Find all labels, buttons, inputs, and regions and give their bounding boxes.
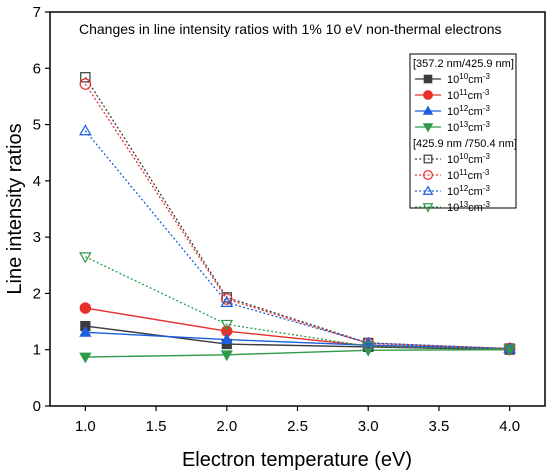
legend-circle-marker bbox=[423, 90, 433, 100]
x-tick-label: 1.5 bbox=[146, 418, 167, 435]
y-tick-label: 3 bbox=[33, 229, 41, 246]
legend-entry-label: 1012cm-3 bbox=[447, 104, 490, 118]
open-circle-marker bbox=[220, 293, 233, 305]
filled-circle-marker bbox=[79, 302, 92, 314]
filled-triangle-down-marker bbox=[220, 350, 233, 362]
legend-entry-label: 1012cm-3 bbox=[447, 184, 490, 198]
open-triangle-up-marker bbox=[79, 124, 92, 136]
legend-entry-label: 1010cm-3 bbox=[447, 152, 490, 166]
x-tick-label: 2.5 bbox=[287, 418, 308, 435]
dotted-series-line bbox=[84, 83, 510, 350]
legend-triangle-down-marker bbox=[422, 203, 434, 213]
open-triangle-up-marker bbox=[220, 295, 234, 308]
legend-entry-label: 1013cm-3 bbox=[447, 200, 490, 214]
filled-triangle-up-marker bbox=[220, 333, 233, 345]
legend-circle-marker bbox=[423, 170, 434, 181]
y-tick-label: 6 bbox=[33, 60, 41, 77]
x-tick-label: 2.0 bbox=[216, 418, 237, 435]
open-square-marker bbox=[80, 72, 91, 83]
solid-series-line bbox=[85, 349, 510, 358]
x-tick-label: 3.5 bbox=[428, 418, 449, 435]
dotted-series-line bbox=[84, 76, 510, 350]
open-triangle-down-marker bbox=[503, 344, 516, 356]
filled-triangle-up-marker bbox=[79, 325, 92, 337]
open-circle-marker bbox=[79, 78, 92, 90]
y-tick-label: 4 bbox=[33, 173, 41, 190]
x-tick-label: 1.0 bbox=[75, 418, 96, 435]
dotted-series-line bbox=[84, 130, 510, 350]
open-triangle-down-marker bbox=[220, 319, 234, 331]
legend-triangle-up-marker bbox=[422, 105, 434, 115]
y-axis-title: Line intensity ratios bbox=[4, 123, 26, 294]
x-axis-title: Electron temperature (eV) bbox=[182, 449, 412, 471]
y-tick-label: 5 bbox=[33, 117, 41, 134]
series-lines bbox=[84, 76, 510, 358]
series-markers bbox=[79, 72, 516, 364]
open-triangle-up-marker bbox=[503, 342, 516, 354]
solid-series-line bbox=[85, 331, 510, 350]
legend-triangle-up-marker bbox=[422, 185, 434, 195]
legend-square-marker bbox=[423, 154, 433, 164]
y-tick-label: 7 bbox=[33, 4, 41, 21]
y-tick-label: 2 bbox=[33, 285, 41, 302]
x-tick-label: 4.0 bbox=[499, 418, 520, 435]
legend: [357.2 nm/425.9 nm] 1010cm-3 1011cm-3 1012c… bbox=[409, 53, 517, 214]
y-tick-label: 0 bbox=[33, 398, 41, 415]
y-tick-label: 1 bbox=[33, 342, 41, 359]
chart-title: Changes in line intensity ratios with 1%… bbox=[79, 21, 502, 37]
axis-ticks: 1.0 1.5 2.0 2.5 3.0 3.5 4.0 0 1 2 3 4 5 6 7 bbox=[33, 4, 520, 435]
legend-entry-label: 1010cm-3 bbox=[447, 72, 490, 86]
legend-group-header: [425.9 nm /750.4 nm] bbox=[413, 138, 517, 150]
open-triangle-down-marker bbox=[361, 341, 375, 353]
open-triangle-down-marker bbox=[79, 252, 92, 264]
filled-triangle-down-marker bbox=[79, 352, 92, 364]
dotted-series-line bbox=[85, 256, 510, 350]
legend-entry-label: 1011cm-3 bbox=[447, 168, 490, 182]
legend-entry-label: 1013cm-3 bbox=[447, 120, 490, 134]
plot-frame bbox=[49, 11, 546, 407]
legend-entry-label: 1011cm-3 bbox=[447, 88, 490, 102]
legend-group-header: [357.2 nm/425.9 nm] bbox=[413, 58, 514, 70]
legend-square-marker bbox=[423, 74, 433, 84]
x-tick-label: 3.0 bbox=[358, 418, 379, 435]
legend-triangle-down-marker bbox=[422, 123, 434, 133]
